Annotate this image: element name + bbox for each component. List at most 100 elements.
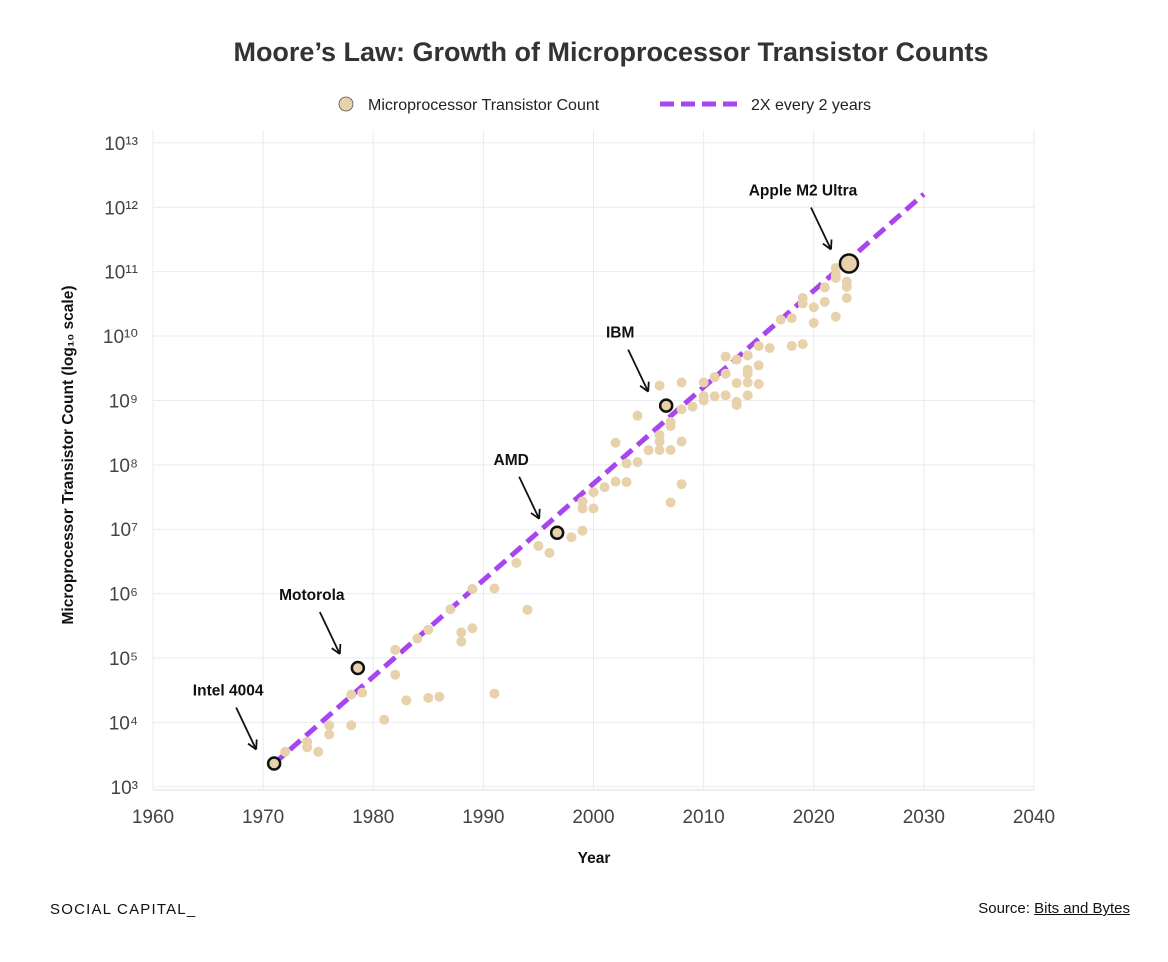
grid	[152, 130, 1035, 791]
data-point	[819, 296, 830, 307]
data-point	[742, 364, 753, 375]
data-point	[467, 583, 478, 594]
data-point	[819, 282, 830, 293]
y-tick-label: 10⁸	[109, 456, 138, 477]
scatter-points	[280, 262, 852, 757]
annotation-arrowhead	[538, 508, 541, 519]
data-point	[676, 436, 687, 447]
data-point	[676, 479, 687, 490]
data-point	[753, 360, 764, 371]
annotation-arrowhead	[338, 643, 342, 655]
data-point	[599, 482, 610, 493]
data-point	[698, 377, 709, 388]
source-link[interactable]: Bits and Bytes	[1034, 900, 1130, 917]
data-point	[775, 314, 786, 325]
y-tick-label: 10¹¹	[104, 263, 138, 284]
legend-label-line: 2X every 2 years	[751, 97, 871, 114]
highlight-point	[549, 525, 565, 541]
highlighted-points	[266, 253, 860, 771]
data-point	[445, 604, 456, 615]
data-point	[401, 695, 412, 706]
data-point	[390, 669, 401, 680]
highlight-point	[658, 398, 674, 413]
annotation-label: AMD	[494, 452, 529, 469]
data-point	[731, 378, 742, 389]
brand-logo: SOCIAL CAPITAL_	[50, 901, 197, 918]
data-point	[412, 633, 423, 644]
data-point	[786, 313, 797, 324]
x-tick-label: 1970	[242, 807, 284, 828]
data-point	[742, 350, 753, 361]
x-tick-label: 1980	[352, 807, 394, 828]
legend-label-points: Microprocessor Transistor Count	[368, 97, 600, 114]
data-point	[797, 339, 808, 350]
x-tick-label: 1990	[462, 807, 504, 828]
annotation-arrowhead	[530, 512, 540, 520]
data-point	[830, 311, 841, 322]
data-point	[302, 736, 313, 747]
data-point	[720, 351, 731, 362]
annotation-arrowhead	[331, 647, 341, 655]
data-point	[621, 477, 632, 488]
data-point	[753, 379, 764, 390]
data-point	[577, 496, 588, 507]
data-point	[456, 627, 467, 638]
annotation-label: IBM	[606, 325, 634, 342]
x-tick-label: 2040	[1013, 807, 1055, 828]
annotation-label: Intel 4004	[193, 682, 264, 699]
data-point	[808, 317, 819, 328]
annotation-arrow	[518, 476, 540, 520]
annotation-arrowhead	[247, 742, 257, 751]
data-point	[357, 687, 368, 698]
data-point	[687, 401, 698, 412]
data-point	[324, 729, 335, 740]
data-point	[742, 390, 753, 401]
data-point	[841, 281, 852, 292]
data-point	[654, 429, 665, 440]
data-point	[566, 532, 577, 543]
data-point	[588, 487, 599, 498]
x-tick-label: 1960	[132, 807, 174, 828]
y-axis-title: Microprocessor Transistor Count (log₁₀ s…	[60, 286, 77, 625]
chart-title: Moore’s Law: Growth of Microprocessor Tr…	[233, 37, 988, 67]
data-point	[423, 692, 434, 703]
data-point	[720, 368, 731, 379]
data-point	[577, 503, 588, 514]
y-tick-label: 10⁹	[109, 391, 138, 412]
data-point	[643, 445, 654, 456]
data-point	[676, 404, 687, 415]
data-point	[830, 269, 841, 280]
data-point	[841, 292, 852, 303]
y-tick-label: 10⁴	[109, 713, 138, 734]
annotation-arrowhead	[639, 385, 649, 393]
y-axis-ticks: 10³ 10⁴ 10⁵ 10⁶ 10⁷ 10⁸ 10⁹ 10¹⁰ 10¹¹ 10¹² 10¹³	[103, 134, 138, 799]
annotation-arrow	[627, 349, 649, 393]
x-tick-label: 2030	[903, 807, 945, 828]
data-point	[489, 583, 500, 594]
data-point	[379, 714, 390, 725]
trend-line-layer	[272, 192, 926, 766]
annotation-arrow	[235, 707, 257, 750]
x-tick-label: 2010	[682, 807, 724, 828]
data-point	[764, 343, 775, 354]
y-tick-label: 10¹⁰	[103, 327, 138, 348]
data-point	[786, 341, 797, 352]
annotation-arrowhead	[647, 381, 650, 392]
x-axis-title: Year	[578, 850, 611, 867]
data-point	[698, 395, 709, 406]
source-credit: Source: Bits and Bytes	[978, 900, 1130, 917]
annotation-arrowhead	[822, 242, 832, 251]
annotation-arrowhead	[830, 239, 833, 250]
data-point	[709, 391, 720, 402]
legend-point-icon	[338, 96, 354, 112]
data-point	[346, 720, 357, 731]
data-point	[610, 437, 621, 448]
data-point	[467, 623, 478, 634]
y-tick-label: 10⁷	[110, 520, 138, 541]
data-point	[346, 689, 357, 700]
highlight-point	[838, 253, 860, 274]
data-point	[665, 444, 676, 455]
data-point	[434, 691, 445, 702]
y-tick-label: 10¹³	[104, 134, 138, 155]
data-point	[390, 644, 401, 655]
